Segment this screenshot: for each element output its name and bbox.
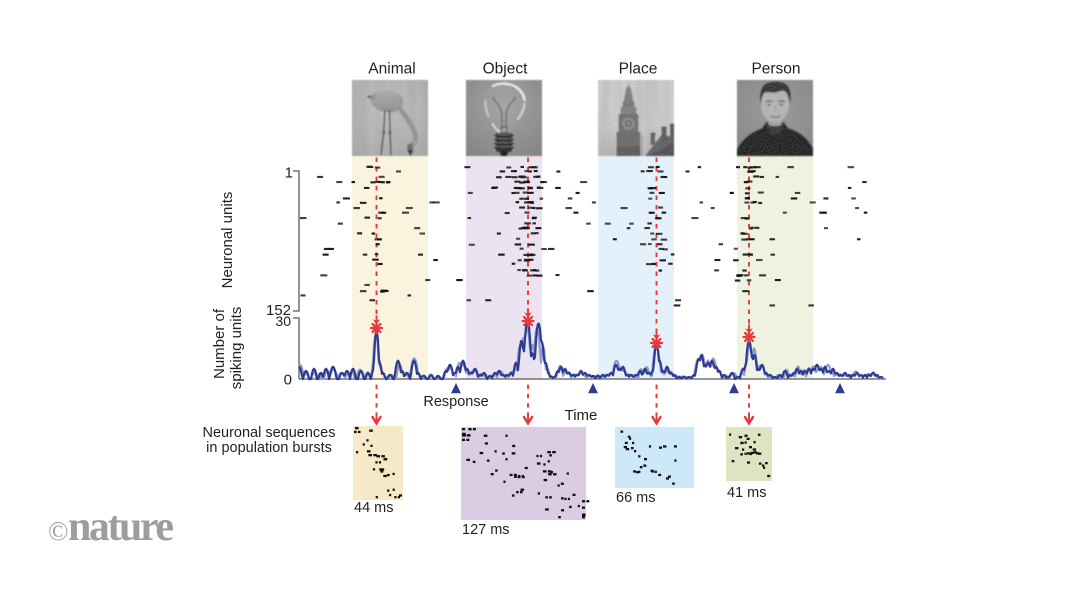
svg-text:Neuronal sequences: Neuronal sequences	[202, 425, 335, 441]
svg-text:©: ©	[48, 516, 69, 546]
svg-text:41 ms: 41 ms	[727, 485, 767, 501]
svg-text:Response: Response	[423, 394, 488, 410]
svg-text:Number of: Number of	[211, 308, 228, 379]
svg-text:in population bursts: in population bursts	[206, 440, 332, 456]
svg-text:0: 0	[284, 372, 292, 389]
svg-text:Animal: Animal	[368, 61, 415, 78]
svg-text:nature: nature	[68, 504, 174, 550]
svg-text:Person: Person	[751, 61, 800, 78]
svg-text:spiking units: spiking units	[228, 307, 245, 390]
svg-text:152: 152	[266, 302, 291, 319]
svg-text:127 ms: 127 ms	[462, 522, 510, 538]
svg-text:Time: Time	[565, 407, 598, 424]
svg-text:Object: Object	[483, 61, 528, 78]
svg-text:44 ms: 44 ms	[354, 500, 394, 516]
svg-text:Place: Place	[619, 61, 658, 78]
svg-text:66 ms: 66 ms	[616, 490, 656, 506]
svg-text:Neuronal units: Neuronal units	[219, 192, 236, 289]
svg-text:30: 30	[275, 313, 291, 329]
svg-text:1: 1	[285, 165, 293, 182]
